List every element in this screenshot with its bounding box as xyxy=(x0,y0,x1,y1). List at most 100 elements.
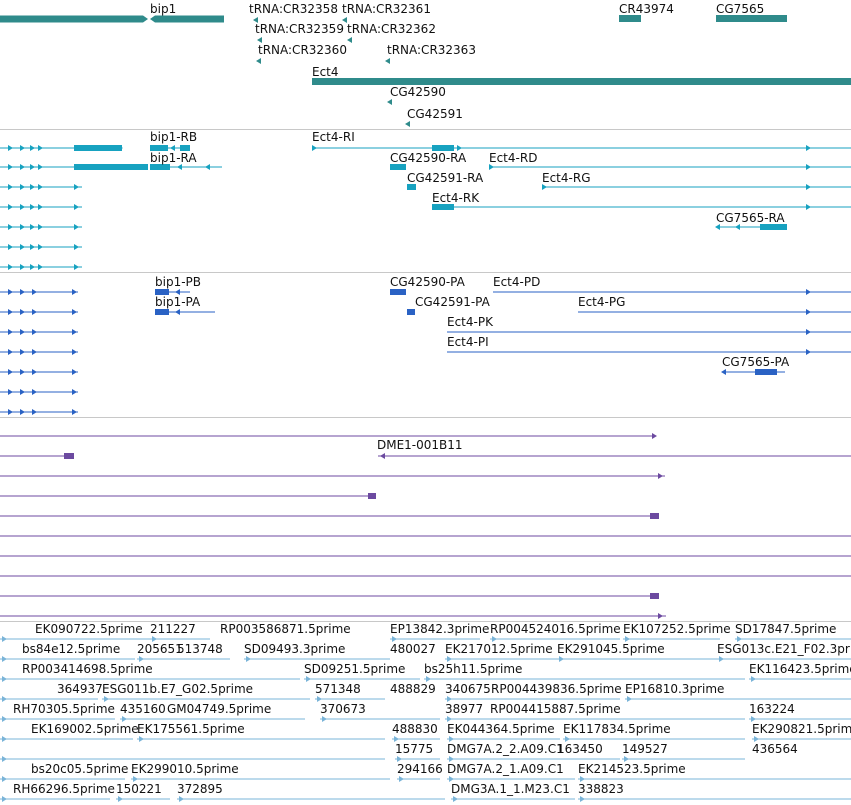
feature-label[interactable]: ESG013c.E21_F02.3prime xyxy=(717,642,851,656)
arrow-right-icon[interactable] xyxy=(8,224,13,230)
feature-label[interactable]: RP004439836.5prime xyxy=(491,682,622,696)
est-arrow-icon[interactable] xyxy=(2,696,7,702)
feature-label[interactable]: bs25h11.5prime xyxy=(424,662,523,676)
arrow-left-icon[interactable] xyxy=(205,164,210,170)
arrow-right-icon[interactable] xyxy=(8,329,13,335)
feature-label[interactable]: 205651 xyxy=(137,642,183,656)
feature-label[interactable]: EK169002.5prime xyxy=(31,722,139,736)
feature-label[interactable]: 372895 xyxy=(177,782,223,796)
feature-label[interactable]: DMG7A.2_2.A09.C1 xyxy=(447,742,564,756)
feature-label[interactable]: 370673 xyxy=(320,702,366,716)
feature-label[interactable]: 338823 xyxy=(578,782,624,796)
arrow-right-icon[interactable] xyxy=(38,145,43,151)
est-arrow-icon[interactable] xyxy=(122,716,127,722)
feature-label[interactable]: CG42590-RA xyxy=(390,151,467,165)
feature-label[interactable]: bip1-PA xyxy=(155,295,201,309)
est-arrow-icon[interactable] xyxy=(246,656,251,662)
feature-label[interactable]: 38977 xyxy=(445,702,484,716)
exon-block[interactable] xyxy=(407,184,416,190)
feature-label[interactable]: 364937 xyxy=(57,682,103,696)
arrow-left-icon[interactable] xyxy=(177,164,182,170)
arrow-right-icon[interactable] xyxy=(20,329,25,335)
arrow-right-icon[interactable] xyxy=(652,433,657,439)
feature-label[interactable]: RP003586871.5prime xyxy=(220,622,351,636)
exon-block[interactable] xyxy=(432,204,454,210)
feature-label[interactable]: 480027 xyxy=(390,642,436,656)
arrow-right-icon[interactable] xyxy=(806,289,811,295)
arrow-left-icon[interactable] xyxy=(715,224,720,230)
arrow-right-icon[interactable] xyxy=(74,224,79,230)
arrow-right-icon[interactable] xyxy=(8,369,13,375)
exon-block[interactable] xyxy=(74,164,148,170)
arrow-right-icon[interactable] xyxy=(118,145,123,151)
feature-label[interactable]: 150221 xyxy=(116,782,162,796)
arrow-right-icon[interactable] xyxy=(32,349,37,355)
est-arrow-icon[interactable] xyxy=(627,696,632,702)
feature-label[interactable]: 435160 xyxy=(120,702,166,716)
feature-label[interactable]: SD17847.5prime xyxy=(735,622,837,636)
est-arrow-icon[interactable] xyxy=(399,776,404,782)
arrow-right-icon[interactable] xyxy=(20,204,25,210)
arrow-right-icon[interactable] xyxy=(74,244,79,250)
est-arrow-icon[interactable] xyxy=(2,716,7,722)
feature-label[interactable]: EK214523.5prime xyxy=(578,762,686,776)
feature-label[interactable]: 513748 xyxy=(177,642,223,656)
est-arrow-icon[interactable] xyxy=(751,676,756,682)
feature-label[interactable]: Ect4-PI xyxy=(447,335,489,349)
feature-label[interactable]: EK116423.5prime xyxy=(749,662,851,676)
feature-label[interactable]: 163450 xyxy=(557,742,603,756)
arrow-right-icon[interactable] xyxy=(806,164,811,170)
arrow-left-icon[interactable] xyxy=(385,58,390,64)
arrow-right-icon[interactable] xyxy=(8,409,13,415)
feature-label[interactable]: EK107252.5prime xyxy=(623,622,731,636)
exon-block[interactable] xyxy=(407,309,415,315)
feature-label[interactable]: tRNA:CR32362 xyxy=(347,22,436,36)
arrow-right-icon[interactable] xyxy=(32,309,37,315)
arrow-right-icon[interactable] xyxy=(20,184,25,190)
feature-label[interactable]: RP004415887.5prime xyxy=(490,702,621,716)
arrow-right-icon[interactable] xyxy=(30,145,35,151)
feature-label[interactable]: tRNA:CR32358 xyxy=(249,2,338,16)
feature-label[interactable]: GM04749.5prime xyxy=(167,702,272,716)
arrow-right-icon[interactable] xyxy=(38,244,43,250)
gene-Ect4-glyph[interactable] xyxy=(312,78,851,85)
arrow-right-icon[interactable] xyxy=(38,264,43,270)
clone-end[interactable] xyxy=(368,493,376,499)
est-arrow-icon[interactable] xyxy=(426,676,431,682)
clone-end[interactable] xyxy=(650,513,659,519)
arrow-right-icon[interactable] xyxy=(32,389,37,395)
feature-label[interactable]: EK299010.5prime xyxy=(131,762,239,776)
est-arrow-icon[interactable] xyxy=(2,636,7,642)
arrow-right-icon[interactable] xyxy=(72,349,77,355)
est-arrow-icon[interactable] xyxy=(492,636,497,642)
feature-label[interactable]: 15775 xyxy=(395,742,434,756)
feature-label[interactable]: bip1-RB xyxy=(150,130,198,144)
gene-bip1-glyph[interactable] xyxy=(150,15,224,23)
est-arrow-icon[interactable] xyxy=(2,776,7,782)
feature-label[interactable]: Ect4-PD xyxy=(493,275,541,289)
arrow-right-icon[interactable] xyxy=(32,329,37,335)
est-arrow-icon[interactable] xyxy=(447,696,452,702)
est-arrow-icon[interactable] xyxy=(580,796,585,802)
clone-end[interactable] xyxy=(650,593,659,599)
feature-label[interactable]: bip1-RA xyxy=(150,151,197,165)
arrow-right-icon[interactable] xyxy=(806,309,811,315)
est-arrow-icon[interactable] xyxy=(565,736,570,742)
est-arrow-icon[interactable] xyxy=(580,776,585,782)
est-arrow-icon[interactable] xyxy=(118,796,123,802)
arrow-right-icon[interactable] xyxy=(72,309,77,315)
feature-label[interactable]: EK175561.5prime xyxy=(137,722,245,736)
arrow-right-icon[interactable] xyxy=(30,164,35,170)
arrow-left-icon[interactable] xyxy=(735,224,740,230)
arrow-right-icon[interactable] xyxy=(38,224,43,230)
est-arrow-icon[interactable] xyxy=(133,776,138,782)
est-arrow-icon[interactable] xyxy=(322,716,327,722)
est-arrow-icon[interactable] xyxy=(2,796,7,802)
arrow-right-icon[interactable] xyxy=(74,264,79,270)
est-arrow-icon[interactable] xyxy=(2,756,7,762)
gene-CG7565-glyph[interactable] xyxy=(716,15,787,22)
feature-label[interactable]: DMG3A.1_1.M23.C1 xyxy=(451,782,570,796)
est-arrow-icon[interactable] xyxy=(139,736,144,742)
feature-label[interactable]: CG7565-RA xyxy=(716,211,785,225)
feature-label[interactable]: 488830 xyxy=(392,722,438,736)
